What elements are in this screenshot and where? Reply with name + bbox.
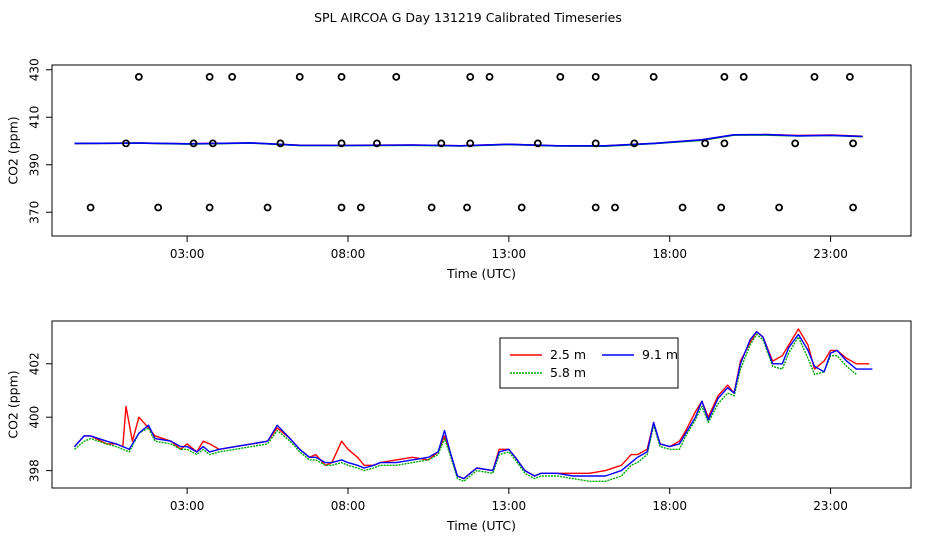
y-tick-label: 370 bbox=[28, 201, 42, 224]
calibration-point bbox=[849, 203, 857, 212]
calibration-point bbox=[720, 72, 729, 81]
x-tick-label: 13:00 bbox=[492, 247, 527, 261]
calibration-point bbox=[517, 203, 526, 212]
y-tick-label: 410 bbox=[28, 106, 42, 129]
calibration-point bbox=[134, 72, 143, 81]
calibration-point bbox=[678, 203, 687, 212]
x-tick-label: 23:00 bbox=[813, 247, 848, 261]
y-axis-label: CO2 (ppm) bbox=[6, 370, 21, 438]
calibration-point bbox=[373, 139, 381, 148]
calibration-point bbox=[154, 203, 163, 212]
calibration-point bbox=[205, 72, 214, 81]
calibration-point bbox=[791, 139, 800, 148]
calibration-point bbox=[591, 139, 600, 148]
chart-title: SPL AIRCOA G Day 131219 Calibrated Times… bbox=[314, 10, 622, 25]
calibration-point bbox=[849, 139, 857, 148]
calibration-point bbox=[392, 72, 401, 81]
y-tick-label: 430 bbox=[28, 58, 42, 81]
calibration-point bbox=[775, 203, 783, 212]
x-tick-label: 23:00 bbox=[813, 499, 848, 513]
calibration-point bbox=[845, 72, 854, 81]
x-tick-label: 03:00 bbox=[170, 499, 205, 513]
plot-frame bbox=[51, 320, 912, 489]
calibration-point bbox=[337, 72, 346, 81]
calibration-point bbox=[86, 203, 95, 212]
calibration-point bbox=[463, 203, 471, 212]
x-axis-label: Time (UTC) bbox=[446, 518, 516, 533]
calibration-point bbox=[295, 72, 304, 81]
top-panel: 03:00 08:00 13:00 18:00 23:00 370 390 410 430 Tim… bbox=[6, 58, 912, 281]
calibration-point bbox=[263, 203, 272, 212]
y-axis-label: CO2 (ppm) bbox=[6, 116, 21, 184]
calibration-point bbox=[591, 72, 600, 81]
calibration-point bbox=[533, 139, 542, 148]
calibration-point bbox=[717, 203, 726, 212]
calibration-point bbox=[208, 139, 217, 148]
calibration-point bbox=[466, 72, 475, 81]
calibration-point bbox=[485, 72, 494, 81]
x-tick-label: 13:00 bbox=[492, 499, 527, 513]
y-tick-label: 400 bbox=[28, 406, 42, 429]
calibration-point bbox=[276, 139, 285, 148]
series-line-9-1-m bbox=[74, 133, 863, 147]
x-tick-label: 08:00 bbox=[331, 247, 366, 261]
series-line-2-5-m bbox=[73, 328, 870, 480]
calibration-point bbox=[556, 72, 565, 81]
series-line-9-1-m bbox=[73, 331, 873, 480]
calibration-point bbox=[720, 139, 729, 148]
y-tick-label: 402 bbox=[28, 352, 42, 375]
legend-label: 2.5 m bbox=[550, 347, 586, 362]
y-tick-label: 390 bbox=[28, 153, 42, 176]
legend-box bbox=[499, 337, 679, 389]
calibration-point bbox=[337, 203, 346, 212]
x-tick-label: 03:00 bbox=[170, 247, 205, 261]
calibration-point bbox=[630, 139, 639, 148]
calibration-point bbox=[611, 203, 619, 212]
calibration-point bbox=[205, 203, 214, 212]
calibration-point bbox=[591, 203, 600, 212]
calibration-point bbox=[189, 139, 198, 148]
x-tick-label: 18:00 bbox=[652, 499, 687, 513]
plot-area bbox=[73, 328, 873, 482]
calibration-point bbox=[739, 72, 748, 81]
x-tick-label: 18:00 bbox=[652, 247, 687, 261]
calibration-point bbox=[701, 139, 709, 148]
plot-frame bbox=[51, 64, 912, 237]
calibration-point bbox=[649, 72, 658, 81]
calibration-point bbox=[466, 139, 475, 148]
bottom-panel: 03:00 08:00 13:00 18:00 23:00 398 400 402 Time (… bbox=[6, 320, 912, 533]
calibration-point bbox=[356, 203, 365, 212]
calibration-point bbox=[427, 203, 436, 212]
plot-area bbox=[74, 133, 863, 147]
series-line-5-8-m bbox=[74, 333, 857, 482]
calibration-point bbox=[228, 72, 237, 81]
calibration-point bbox=[437, 139, 446, 148]
legend: 2.5 m 5.8 m 9.1 m bbox=[499, 337, 679, 389]
calibration-point bbox=[337, 139, 346, 148]
x-tick-label: 08:00 bbox=[331, 499, 366, 513]
calibration-point bbox=[122, 139, 130, 148]
legend-label: 9.1 m bbox=[642, 347, 678, 362]
calibration-point bbox=[810, 72, 819, 81]
y-tick-label: 398 bbox=[28, 459, 42, 482]
x-axis-label: Time (UTC) bbox=[446, 266, 516, 281]
legend-label: 5.8 m bbox=[550, 365, 586, 380]
